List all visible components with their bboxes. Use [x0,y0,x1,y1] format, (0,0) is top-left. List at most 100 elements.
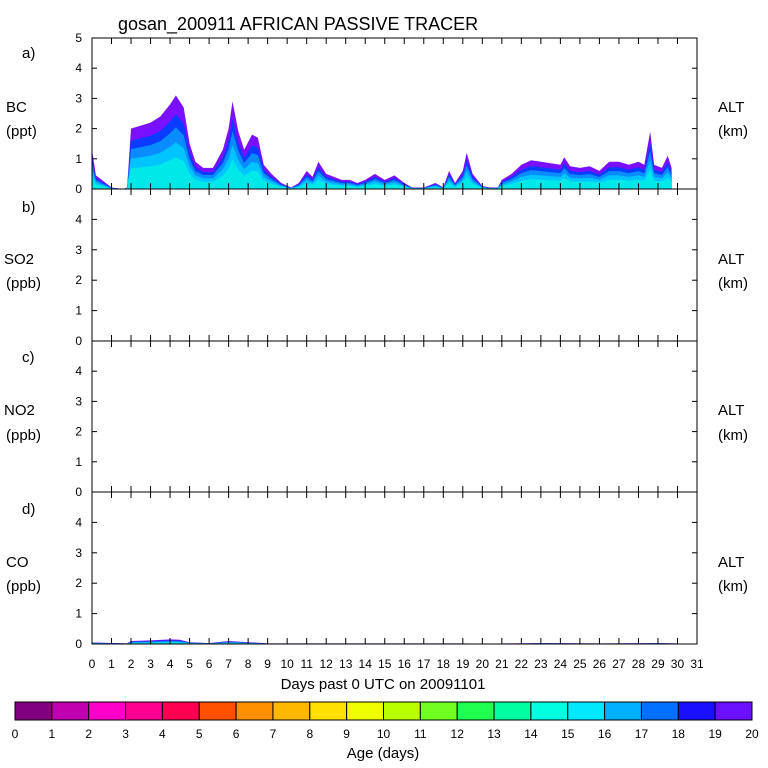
panel-d-ytick-label: 0 [75,637,82,651]
colorbar-segment [383,701,421,721]
colorbar-segment [677,701,716,721]
x-tick-label: 22 [515,657,529,671]
colorbar-segment [309,701,348,721]
panel-d-ytick-label: 2 [75,576,82,590]
panel-c-tag: c) [22,349,35,366]
x-tick-label: 21 [495,657,509,671]
panel-c-ytick-label: 2 [75,425,82,439]
panel-b-unit: (ppb) [6,275,41,292]
colorbar-tick-label: 6 [233,727,240,741]
colorbar-segment [88,701,127,721]
x-tick-label: 27 [612,657,626,671]
panel-a-ytick-label: 2 [75,122,82,136]
panel-b-ytick-label: 3 [75,243,82,257]
colorbar-tick-label: 5 [196,727,203,741]
colorbar-segment [530,701,569,721]
panel-a-age-layer-4 [92,157,672,189]
panel-a-ytick-label: 5 [75,31,82,45]
colorbar-segment [456,701,495,721]
x-tick-label: 10 [280,657,294,671]
x-tick-label: 17 [417,657,431,671]
panel-c: 0 1 2 3 4 c) NO2 (ppb) ALT (km) [4,340,748,499]
x-tick-label: 7 [225,657,232,671]
x-tick-label: 16 [398,657,412,671]
colorbar-tick-label: 19 [708,727,722,741]
colorbar-label: Age (days) [347,745,420,762]
x-tick-label: 28 [632,657,646,671]
colorbar-tick-label: 13 [487,727,501,741]
x-tick-label: 15 [378,657,392,671]
colorbar-tick-label: 8 [306,727,313,741]
panel-c-frame [91,340,698,493]
colorbar-tick-label: 11 [414,727,427,741]
panel-d-frame [91,491,698,645]
panel-d-tag: d) [22,501,35,518]
panel-a-ytick-label: 1 [75,152,82,166]
panel-c-ticks: 0 1 2 3 4 [75,341,698,499]
panel-b-ylabel: SO2 [4,251,34,268]
x-tick-label: 11 [300,657,313,671]
x-tick-label: 26 [593,657,607,671]
x-tick-label: 31 [690,657,704,671]
x-tick-label: 0 [89,657,96,671]
colorbar-tick-label: 7 [270,727,277,741]
panel-a-ylabel: BC [6,99,27,116]
x-tick-label: 29 [651,657,665,671]
colorbar-segment [235,701,274,721]
colorbar-tick-label: 1 [49,727,56,741]
x-tick-label: 19 [456,657,470,671]
chart-title: gosan_200911 AFRICAN PASSIVE TRACER [118,14,478,35]
panel-a-areas [92,95,672,189]
colorbar-tick-label: 15 [561,727,575,741]
panel-a-ticks: 0 1 2 3 4 5 [75,31,698,196]
panel-a-ytick-label: 4 [75,61,82,75]
colorbar-segment [14,701,53,721]
x-tick-label: 18 [437,657,451,671]
colorbar-segment [161,701,200,721]
panel-a-right-unit: (km) [718,123,748,140]
colorbar-segment [125,701,163,721]
x-tick-label: 24 [554,657,568,671]
colorbar-tick-label: 14 [524,727,538,741]
colorbar-tick-label: 9 [343,727,350,741]
panel-b-ticks: 0 1 2 3 4 [75,189,698,348]
panel-d-right-label: ALT [718,554,744,571]
colorbar-tick-label: 3 [122,727,129,741]
x-tick-label: 25 [573,657,587,671]
panel-b-right-unit: (km) [718,275,748,292]
panel-a-tag: a) [22,45,35,62]
colorbar-segment [198,701,237,721]
x-tick-label: 6 [206,657,213,671]
panel-b-ytick-label: 1 [75,304,82,318]
panel-c-ytick-label: 3 [75,394,82,408]
panel-d-ticks: 0 1 2 3 4 [75,492,698,651]
panel-d: 0 1 2 3 4 d) CO (ppb) ALT (km) [6,491,748,651]
panel-a-ytick-label: 0 [75,182,82,196]
x-tick-label: 20 [476,657,490,671]
panel-c-ylabel: NO2 [4,402,35,419]
panel-d-unit: (ppb) [6,578,41,595]
x-tick-label: 1 [108,657,115,671]
panel-a-ytick-label: 3 [75,91,82,105]
colorbar-tick-label: 17 [635,727,649,741]
panel-b: 0 1 2 3 4 b) SO2 (ppb) ALT (km) [4,188,748,348]
panel-c-right-unit: (km) [718,427,748,444]
colorbar-tick-label: 10 [377,727,391,741]
panel-b-right-label: ALT [718,251,744,268]
x-tick-label: 9 [264,657,271,671]
colorbar-tick-label: 18 [672,727,686,741]
colorbar-segment [567,701,606,721]
colorbar-tick-label: 20 [745,727,759,741]
panel-c-ytick-label: 1 [75,455,82,469]
panel-a-unit: (ppt) [6,123,37,140]
x-axis-label: Days past 0 UTC on 20091101 [281,676,486,693]
x-axis-ticks: 0 1 2 3 4 5 6 7 8 9 10 11 12 13 14 15 16 17 18 19 20 21 22 23 24… [89,657,704,671]
panel-b-ytick-label: 2 [75,273,82,287]
colorbar-segment [714,701,753,721]
panel-d-ytick-label: 1 [75,607,82,621]
panel-d-ytick-label: 4 [75,515,82,529]
colorbar-segment [493,701,532,721]
panel-c-ytick-label: 0 [75,485,82,499]
x-tick-label: 8 [245,657,252,671]
